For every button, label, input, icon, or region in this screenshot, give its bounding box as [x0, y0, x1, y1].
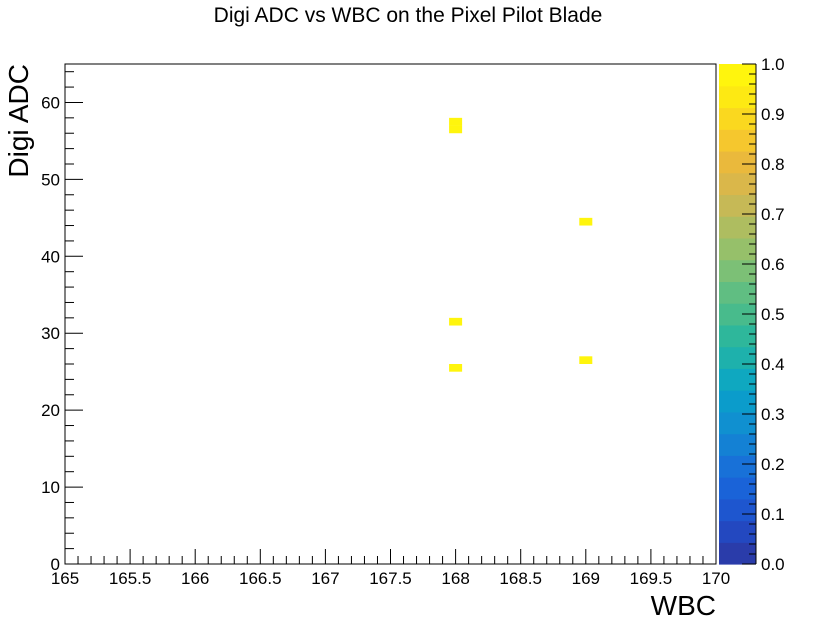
colorbar-segment [719, 542, 756, 565]
colorbar-segment [719, 498, 756, 522]
x-tick-label: 167.5 [369, 569, 412, 588]
y-tick-label: 60 [41, 93, 60, 112]
x-tick-label: 166 [181, 569, 209, 588]
colorbar-tick-label: 0.6 [761, 255, 785, 274]
colorbar-tick-label: 0.3 [761, 405, 785, 424]
colorbar-segment [719, 520, 756, 543]
x-tick-label: 168 [441, 569, 469, 588]
heatmap-bin [449, 125, 463, 134]
y-tick-label: 40 [41, 247, 60, 266]
heatmap-bin [449, 364, 463, 372]
colorbar-tick-label: 0.4 [761, 355, 785, 374]
colorbar-tick-label: 0.1 [761, 505, 785, 524]
x-tick-label: 167 [311, 569, 339, 588]
y-tick-label: 20 [41, 401, 60, 420]
colorbar-segment [719, 216, 756, 239]
colorbar-segment [719, 346, 756, 369]
y-tick-label: 50 [41, 170, 60, 189]
x-tick-label: 166.5 [239, 569, 282, 588]
y-tick-label: 10 [41, 478, 60, 497]
x-axis-title: WBC [651, 590, 716, 621]
colorbar-segment [719, 455, 756, 478]
x-tick-label: 170 [702, 569, 730, 588]
colorbar-tick-label: 0.7 [761, 205, 785, 224]
colorbar-segment [719, 303, 756, 326]
colorbar-segment [719, 85, 756, 109]
colorbar-segment [719, 172, 756, 196]
colorbar-segment [719, 237, 756, 261]
colorbar-tick-label: 1.0 [761, 55, 785, 74]
y-tick-label: 0 [51, 555, 60, 574]
x-tick-label: 165.5 [109, 569, 152, 588]
colorbar-tick-label: 0.8 [761, 155, 785, 174]
x-tick-label: 168.5 [499, 569, 542, 588]
x-tick-label: 165 [51, 569, 79, 588]
heatmap-bin [449, 317, 463, 326]
colorbar-segment [719, 411, 756, 435]
colorbar-tick-label: 0.0 [761, 555, 785, 574]
x-axis: 165 165.5 166 166.5 167 167.5 168 168.5 169 169.5… [51, 549, 730, 588]
heatmap-bins [449, 117, 593, 372]
heatmap-bin [579, 356, 593, 364]
colorbar-segment [719, 281, 756, 304]
heatmap-bin [449, 117, 463, 126]
colorbar-segment [719, 390, 756, 413]
colorbar-segment [719, 324, 756, 348]
plot-frame [64, 63, 717, 565]
heatmap-bin [579, 217, 593, 226]
y-axis-title: Digi ADC [3, 64, 34, 178]
y-axis: 0 10 20 30 40 50 60 [41, 71, 83, 574]
x-tick-label: 169.5 [630, 569, 673, 588]
x-tick-label: 169 [572, 569, 600, 588]
colorbar-tick-label: 0.9 [761, 105, 785, 124]
colorbar-tick-label: 0.2 [761, 455, 785, 474]
colorbar-segment [719, 368, 756, 391]
colorbar-segment [719, 107, 756, 130]
colorbar-segment [719, 259, 756, 282]
colorbar-segment [719, 64, 756, 87]
colorbar-segment [719, 477, 756, 500]
colorbar-tick-label: 0.5 [761, 305, 785, 324]
y-tick-label: 30 [41, 324, 60, 343]
colorbar-segment [719, 150, 756, 174]
colorbar-segment [719, 194, 756, 217]
colorbar: 0.0 0.1 0.2 0.3 0.4 0.5 0.6 0.7 0.8 0.9 1.0 [719, 55, 785, 574]
colorbar-segment [719, 433, 756, 456]
colorbar-segment [719, 129, 756, 152]
chart-title: Digi ADC vs WBC on the Pixel Pilot Blade [214, 4, 603, 27]
